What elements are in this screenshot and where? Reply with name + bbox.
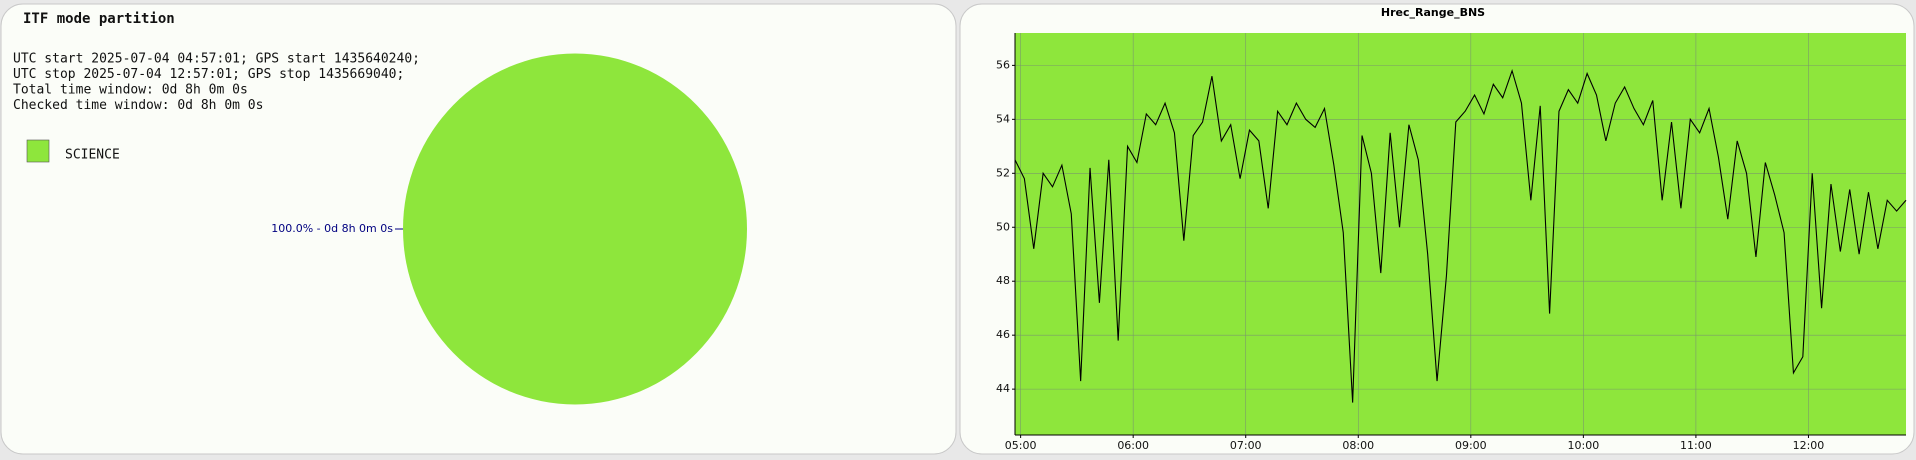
info-line: UTC start 2025-07-04 04:57:01; GPS start… [13, 52, 420, 67]
y-tick-label: 44 [996, 382, 1010, 395]
data-line [1014, 68, 1907, 403]
y-tick-label: 54 [996, 112, 1010, 125]
plot-area [1015, 33, 1906, 435]
slice-label: 100.0% - 0d 8h 0m 0s [271, 222, 393, 235]
x-tick-label: 09:00 [1455, 439, 1487, 452]
info-line: Total time window: 0d 8h 0m 0s [13, 83, 248, 98]
x-tick-label: 08:00 [1342, 439, 1374, 452]
x-tick-label: 12:00 [1793, 439, 1825, 452]
x-tick-label: 06:00 [1117, 439, 1149, 452]
pie-title: ITF mode partition [23, 11, 175, 27]
x-tick-label: 05:00 [1005, 439, 1037, 452]
pie-slice [403, 53, 747, 405]
info-line: UTC stop 2025-07-04 12:57:01; GPS stop 1… [13, 67, 404, 82]
x-tick-label: 10:00 [1568, 439, 1600, 452]
y-tick-label: 56 [996, 58, 1010, 71]
x-tick-label: 11:00 [1680, 439, 1712, 452]
info-line: Checked time window: 0d 8h 0m 0s [13, 98, 263, 113]
y-tick-label: 50 [996, 220, 1010, 233]
y-tick-label: 52 [996, 166, 1010, 179]
y-tick-label: 48 [996, 274, 1010, 287]
legend-swatch [26, 139, 50, 163]
legend-label: SCIENCE [65, 148, 120, 163]
line-title: Hrec_Range_BNS [1381, 6, 1485, 19]
y-tick-label: 46 [996, 328, 1010, 341]
x-tick-label: 07:00 [1230, 439, 1262, 452]
